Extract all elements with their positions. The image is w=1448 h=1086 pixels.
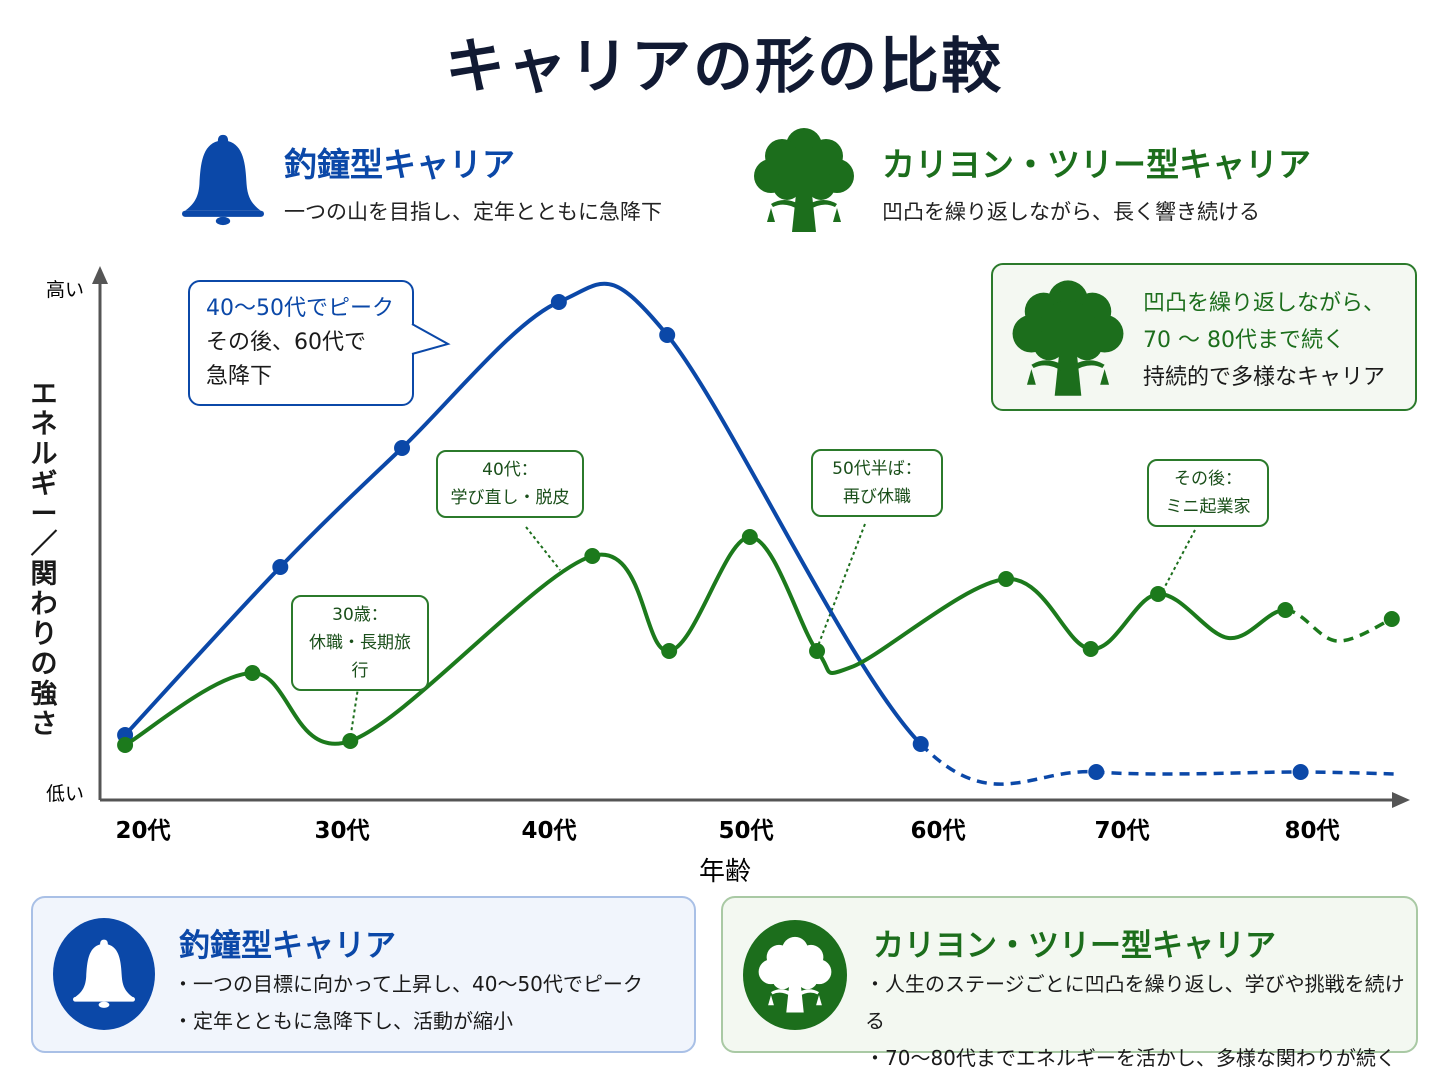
bell-card-title: 釣鐘型キャリア bbox=[179, 928, 396, 964]
carillon-data-point bbox=[809, 643, 826, 659]
bell-icon bbox=[73, 932, 135, 1014]
bell-data-point bbox=[912, 736, 929, 752]
y-axis-title: エネルギー／関わりの強さ bbox=[30, 379, 58, 740]
x-tick-label: 40代 bbox=[521, 818, 576, 844]
x-tick-label: 50代 bbox=[718, 818, 773, 844]
carillon-series-line bbox=[124, 534, 1286, 747]
carillon-bullet: ・70〜80代までエネルギーを活かし、多様な関わりが続く bbox=[865, 1046, 1396, 1070]
carillon-data-point bbox=[998, 571, 1015, 587]
carillon-data-point bbox=[342, 733, 359, 749]
leader-40 bbox=[525, 526, 561, 571]
career-chart: 高い 低い 年齢 20代 30代 40代 50代 60代 70代 80代 bbox=[46, 266, 1410, 887]
bell-summary-card: 釣鐘型キャリア ・一つの目標に向かって上昇し、40〜50代でピーク ・定年ととも… bbox=[31, 896, 696, 1053]
carillon-data-point bbox=[117, 737, 134, 753]
carillon-data-point bbox=[584, 548, 601, 564]
leader-50 bbox=[815, 523, 866, 652]
carillon-data-point bbox=[741, 529, 758, 545]
bell-data-point bbox=[1088, 764, 1105, 780]
carillon-data-point bbox=[1277, 602, 1294, 618]
x-tick-label: 30代 bbox=[314, 818, 369, 844]
bell-bullet: ・定年とともに急降下し、活動が縮小 bbox=[173, 1009, 513, 1033]
carillon-legend-box: 凹凸を繰り返しながら、 70 〜 80代まで続く 持続的で多様なキャリア bbox=[991, 263, 1417, 411]
bell-series-line bbox=[123, 281, 923, 746]
bell-data-point bbox=[659, 327, 676, 343]
x-tick-label: 60代 bbox=[910, 818, 965, 844]
leader-after bbox=[1160, 529, 1196, 595]
carillon-data-point bbox=[244, 665, 261, 681]
carillon-card-title: カリヨン・ツリー型キャリア bbox=[873, 928, 1276, 964]
callout-pointer bbox=[410, 323, 451, 355]
bell-icon-circle bbox=[53, 918, 155, 1030]
x-axis-title: 年齢 bbox=[699, 857, 751, 887]
carillon-data-point bbox=[661, 643, 678, 659]
tree-icon-circle bbox=[743, 920, 847, 1030]
x-tick-label: 70代 bbox=[1094, 818, 1149, 844]
carillon-header-subtitle: 凹凸を繰り返しながら、長く響き続ける bbox=[882, 200, 1260, 224]
carillon-data-point bbox=[1082, 641, 1099, 657]
x-tick-label: 80代 bbox=[1284, 818, 1339, 844]
y-low-label: 低い bbox=[46, 783, 84, 805]
carillon-summary-card: カリヨン・ツリー型キャリア ・人生のステージごとに凹凸を繰り返し、学びや挑戦を続… bbox=[721, 896, 1418, 1070]
annotation-50: 50代半ば： 再び休職 bbox=[811, 449, 943, 517]
bell-data-point bbox=[394, 440, 411, 456]
x-axis-arrow bbox=[1392, 792, 1410, 808]
bell-series-dashed-line bbox=[919, 742, 1396, 786]
bell-peak-callout: 40〜50代でピーク その後、60代で 急降下 bbox=[188, 280, 414, 406]
carillon-header-title: カリヨン・ツリー型キャリア bbox=[882, 145, 1311, 184]
carillon-data-point bbox=[1150, 586, 1167, 602]
bell-bullet: ・一つの目標に向かって上昇し、40〜50代でピーク bbox=[173, 972, 643, 996]
bell-data-point bbox=[550, 294, 567, 310]
page-title: キャリアの形の比較 bbox=[445, 32, 1003, 102]
x-tick-label: 20代 bbox=[115, 818, 170, 844]
carillon-data-point bbox=[1383, 611, 1400, 627]
annotation-after: その後： ミニ起業家 bbox=[1147, 459, 1269, 527]
carillon-bullet: ・人生のステージごとに凹凸を繰り返し、学びや挑戦を続ける bbox=[865, 972, 1405, 1033]
carillon-tree-icon bbox=[755, 930, 835, 1018]
annotation-30: 30歳： 休職・長期旅行 bbox=[291, 595, 429, 691]
bell-header-subtitle: 一つの山を目指し、定年とともに急降下 bbox=[284, 200, 662, 224]
bell-data-point bbox=[272, 559, 289, 575]
carillon-tree-icon bbox=[1007, 275, 1129, 399]
y-high-label: 高い bbox=[46, 279, 84, 301]
bell-header-title: 釣鐘型キャリア bbox=[284, 145, 515, 184]
annotation-40: 40代： 学び直し・脱皮 bbox=[436, 450, 584, 518]
carillon-series-dashed-line bbox=[1285, 608, 1393, 643]
y-axis-arrow bbox=[92, 266, 108, 284]
bell-data-point bbox=[1292, 764, 1309, 780]
